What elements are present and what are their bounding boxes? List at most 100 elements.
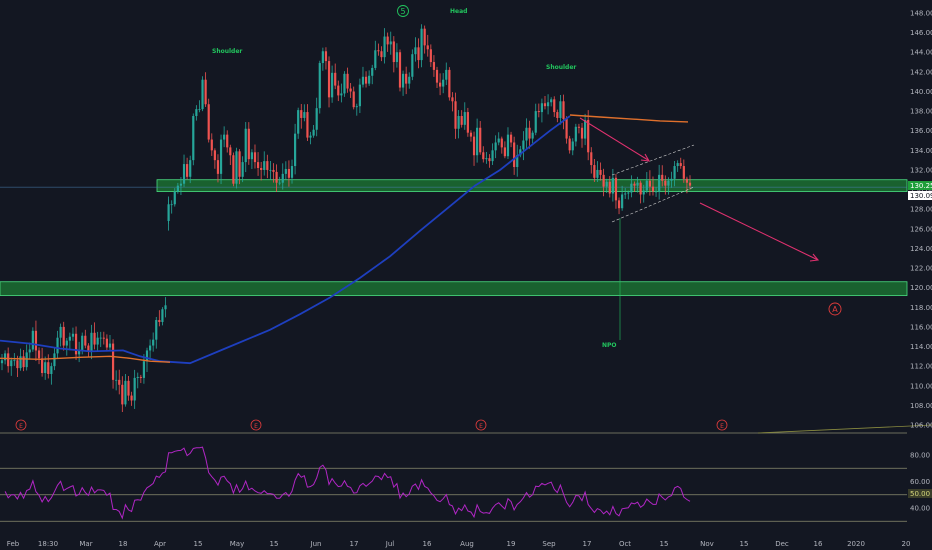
candle-body [349,88,352,92]
candle-body [115,379,118,381]
candle-body [158,320,161,322]
candle-body [281,173,284,183]
candle-body [423,28,426,46]
candle-body [340,93,343,96]
candle-body [16,360,19,369]
time-axis[interactable]: Feb 18:30 Mar 18 Apr 15 May 15 Jun 17 Jul 16 Aug 19 Se… [7,540,911,548]
candle-body [127,380,130,396]
candle-body [590,152,593,166]
price-axis[interactable]: 148.00 146.00 144.00 142.00 140.00 138.00 136.… [910,10,932,430]
price-tick-label: 142.00 [910,68,932,76]
candle-body [290,166,294,178]
candle-body [571,141,574,151]
candle-body [266,161,269,170]
time-tick-label: Nov [700,540,714,548]
candle-body [133,377,136,401]
candle-body [371,67,374,76]
candle-body [556,112,559,118]
candle-body [204,79,207,105]
price-tick-label: 134.00 [910,147,932,155]
candle-body [74,333,78,355]
candle-body [534,111,537,133]
moving-average-long [0,115,571,365]
candle-body [232,155,235,184]
candle-body [565,118,568,139]
candle-body [318,63,321,109]
candle-body [513,142,516,168]
rsi-axis[interactable]: 80.00 60.00 40.00 [910,452,930,513]
candle-body [543,103,547,107]
candle-body [506,134,510,157]
candle-body [105,338,108,348]
candle-body [192,116,195,161]
candle-body [152,339,155,346]
candle-body [587,119,590,153]
candle-body [457,116,460,129]
event-marker-2-label: E [254,423,258,430]
candle-body [476,127,479,156]
candle-body [580,127,584,139]
event-marker-3-label: E [479,423,483,430]
candle-body [71,333,75,337]
candle-body [7,353,10,367]
candle-body [56,337,59,354]
candle-body [343,73,346,94]
candle-body [432,62,436,70]
candle-body [303,112,306,118]
candle-body [59,326,62,338]
candle-body [10,360,13,367]
event-markers: E E E E [15,419,728,431]
rsi-level-lines [0,467,907,522]
candle-body [448,69,451,98]
candle-body [216,160,220,174]
candle-body [269,169,272,171]
candle-body [50,366,53,374]
candle-body [118,379,121,385]
candle-body [639,182,642,195]
candle-body [414,47,417,55]
candle-body [611,177,614,194]
candle-body [321,51,324,64]
time-tick-label: Apr [154,540,166,548]
time-tick-label: 20 [902,540,911,548]
candle-body [491,150,494,162]
candle-body [577,126,581,128]
candle-body [445,69,448,80]
candle-body [645,180,648,191]
candle-body [374,50,377,68]
candle-body [297,110,300,134]
time-tick-label: 17 [350,540,359,548]
candle-body [198,109,201,110]
candle-body [679,163,682,167]
candle-body [682,166,685,179]
candle-body [540,103,544,113]
time-tick-label: Dec [775,540,789,548]
candle-body [145,350,149,362]
candle-body [685,178,689,183]
candle-body [661,174,664,181]
candle-body [81,335,84,351]
price-label-1: 130.25 [910,182,932,190]
rsi-label-box [908,489,932,498]
candle-body [500,138,503,148]
candle-body [337,85,340,96]
time-tick-label: Feb [7,540,20,548]
candle-body [19,356,22,369]
price-tick-label: 146.00 [910,29,932,37]
candle-body [667,180,670,186]
wave-5-circle [397,5,409,17]
candle-body [522,140,525,150]
candle-body [596,169,599,178]
candle-body [528,127,531,139]
event-marker-4-label: E [720,423,724,430]
price-tick-label: 120.00 [910,284,932,292]
time-tick-label: Aug [460,540,474,548]
candle-body [429,49,432,63]
candle-body [62,326,65,346]
candle-body [207,104,210,140]
candle-body [287,168,291,178]
candle-body [96,337,99,345]
candle-body [599,169,602,175]
